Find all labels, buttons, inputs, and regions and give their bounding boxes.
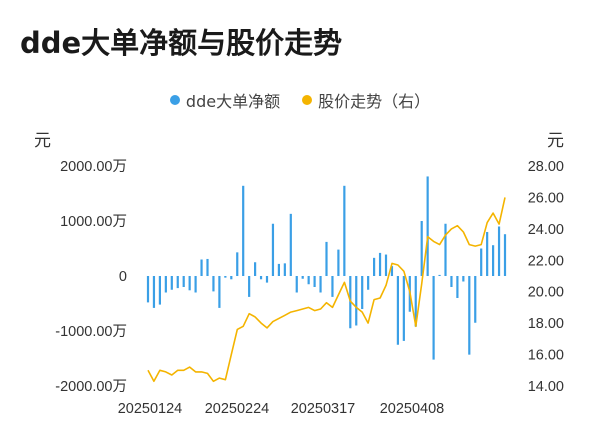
- dde-bar: [230, 276, 233, 280]
- x-axis-tick-label: 20250317: [291, 401, 356, 417]
- dde-bar: [254, 262, 257, 276]
- bar-series-marker-icon: [169, 95, 180, 105]
- dde-bar: [486, 232, 489, 276]
- dde-bar: [248, 276, 251, 297]
- dde-bar: [331, 276, 334, 297]
- legend-item-line[interactable]: 股价走势（右）: [302, 88, 430, 112]
- dde-bar: [456, 276, 459, 298]
- dde-bar: [200, 259, 203, 276]
- price-line: [147, 197, 506, 383]
- dde-bar: [170, 276, 173, 290]
- left-axis-tick-label: 0: [119, 269, 127, 285]
- dde-bar: [474, 276, 477, 323]
- dde-bar: [343, 185, 346, 276]
- chart-title: dde大单净额与股价走势: [20, 26, 343, 60]
- dde-bar: [384, 254, 388, 276]
- x-axis-tick-label: 20250224: [205, 401, 270, 417]
- right-axis-tick-label: 16.00: [528, 348, 564, 364]
- dde-bar: [307, 276, 310, 285]
- left-axis-tick-label: 2000.00万: [60, 159, 127, 175]
- dde-bar: [224, 276, 227, 278]
- dde-bar: [206, 258, 209, 276]
- legend-line-label: 股价走势（右）: [318, 92, 431, 111]
- dde-bar: [301, 276, 304, 279]
- dde-bar: [367, 276, 370, 290]
- x-axis-tick-label: 20250408: [380, 401, 445, 417]
- dde-bar: [295, 276, 298, 293]
- dde-bar: [146, 276, 150, 303]
- dde-bar: [361, 276, 364, 309]
- dde-bar: [194, 276, 197, 293]
- right-axis-tick-label: 24.00: [528, 222, 564, 238]
- dde-bar: [277, 263, 280, 276]
- dde-bar: [236, 252, 239, 276]
- dde-bar: [492, 245, 495, 276]
- right-axis-tick-label: 18.00: [528, 316, 564, 332]
- line-series-marker-icon: [302, 95, 313, 105]
- dde-bar: [373, 257, 376, 276]
- dde-bar: [337, 249, 340, 276]
- right-axis-unit: 元: [547, 131, 564, 151]
- dde-bar: [480, 248, 483, 276]
- dde-bar: [271, 223, 275, 276]
- dde-bar: [188, 276, 191, 291]
- left-axis-unit: 元: [34, 131, 51, 151]
- dde-bar: [438, 274, 441, 276]
- dde-bar: [212, 276, 215, 292]
- x-axis-tick-label: 20250124: [118, 401, 183, 417]
- dde-bar: [468, 276, 471, 355]
- left-axis-tick-label: -2000.00万: [55, 379, 127, 395]
- dde-bar: [176, 276, 179, 289]
- dde-bar: [462, 276, 465, 282]
- dde-bar: [390, 266, 394, 276]
- right-axis-tick-label: 14.00: [528, 379, 564, 395]
- dde-bar: [420, 221, 423, 276]
- dde-bar: [497, 226, 501, 276]
- dde-bar: [218, 276, 221, 308]
- right-axis-tick-label: 28.00: [528, 159, 564, 175]
- right-axis-tick-label: 20.00: [528, 285, 564, 301]
- dde-bar: [402, 276, 405, 341]
- dde-bar: [396, 276, 399, 345]
- dde-bar: [444, 223, 447, 276]
- left-axis-tick-label: 1000.00万: [60, 214, 127, 230]
- dde-bar: [426, 176, 429, 276]
- dde-bar: [319, 276, 322, 293]
- dde-bar: [378, 252, 382, 276]
- dde-bar: [313, 276, 316, 287]
- dde-bar: [289, 213, 292, 276]
- right-axis-tick-label: 26.00: [528, 190, 564, 206]
- legend: dde大单净额 股价走势（右）: [0, 88, 600, 112]
- legend-bar-label: dde大单净额: [185, 92, 281, 111]
- left-axis-tick-label: -1000.00万: [55, 324, 127, 340]
- dde-bar: [355, 276, 358, 326]
- dde-bar: [182, 276, 185, 287]
- dde-bar: [242, 185, 245, 276]
- dde-bar: [450, 276, 453, 287]
- dde-bar: [164, 276, 167, 293]
- dde-bar: [414, 276, 417, 327]
- dde-bar: [432, 276, 435, 360]
- legend-item-bar[interactable]: dde大单净额: [169, 88, 281, 112]
- dde-bar: [503, 234, 507, 276]
- dde-bar: [152, 276, 156, 308]
- dde-bar: [325, 241, 328, 276]
- dde-bar: [259, 276, 263, 280]
- right-axis-tick-label: 22.00: [528, 253, 564, 269]
- dde-bar: [265, 276, 269, 283]
- dde-bar: [158, 276, 161, 305]
- dde-bar: [283, 263, 286, 276]
